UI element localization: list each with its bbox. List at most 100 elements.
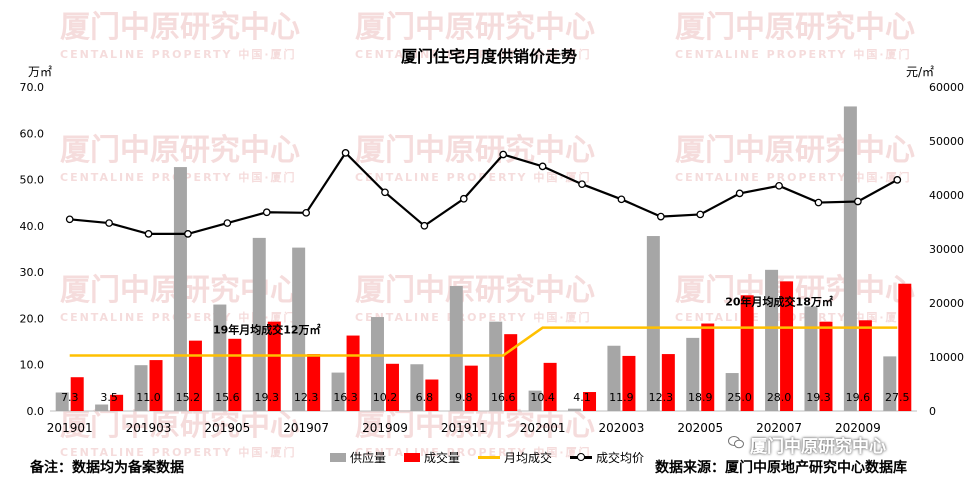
footnote-right: 数据来源：厦门中原地产研究中心数据库: [655, 460, 907, 476]
x-tick-label: 202007: [756, 421, 802, 435]
x-tick-label: 201907: [283, 421, 329, 435]
chart-title: 厦门住宅月度供销价走势: [401, 47, 577, 66]
sales-data-label: 11.9: [609, 391, 634, 404]
sales-data-label: 15.2: [176, 391, 201, 404]
sales-data-label: 3.5: [100, 391, 118, 404]
avg-price-point: [735, 189, 744, 198]
x-tick-label: 201905: [204, 421, 250, 435]
supply-bar: [331, 372, 345, 411]
sales-data-label: 4.1: [573, 391, 591, 404]
y-right-tick-label: 10000: [929, 351, 964, 364]
wechat-brand-mark: 厦门中原研究中心: [750, 437, 886, 457]
x-tick-label: 201903: [126, 421, 172, 435]
sales-bar: [267, 321, 281, 411]
wechat-icon: [728, 436, 744, 449]
sales-data-label: 9.8: [455, 391, 473, 404]
y-right-tick-label: 60000: [929, 81, 964, 94]
y-right-tick-label: 20000: [929, 297, 964, 310]
y-right-tick-label: 50000: [929, 135, 964, 148]
supply-bar: [134, 365, 148, 411]
x-tick-label: 202001: [520, 421, 566, 435]
y-left-tick-label: 0.0: [27, 405, 45, 418]
supply-bar: [528, 390, 542, 411]
y-right-tick-label: 0: [929, 405, 936, 418]
sales-data-label: 6.8: [416, 391, 434, 404]
footnote-left: 备注：数据均为备案数据: [30, 460, 184, 476]
avg-price-point: [302, 208, 311, 217]
sales-bar: [898, 283, 912, 411]
sales-bar: [543, 362, 557, 411]
avg-price-point: [578, 180, 586, 189]
avg-price-point: [814, 198, 823, 207]
legend-label: 供应量: [350, 451, 387, 465]
avg-price-point: [184, 230, 192, 238]
legend-item-monthly-avg: 月均成交: [478, 449, 552, 466]
sales-bar: [819, 321, 833, 411]
sales-data-label: 16.3: [333, 391, 358, 404]
y-left-unit: 万㎡: [28, 65, 52, 79]
legend-label: 成交量: [424, 451, 461, 465]
sales-bar: [228, 338, 242, 411]
avg-price-point: [499, 150, 508, 159]
y-left-tick-label: 50.0: [20, 174, 45, 187]
y-left-tick-label: 30.0: [20, 266, 45, 279]
supply-bar: [883, 356, 897, 411]
sales-data-label: 15.6: [215, 391, 240, 404]
avg-price-point: [617, 195, 626, 204]
supply-bar: [213, 304, 227, 411]
avg-price-point: [459, 194, 468, 203]
y-left-tick-label: 40.0: [20, 220, 45, 233]
legend-swatch: [404, 453, 421, 462]
supply-bar: [646, 236, 660, 411]
avg-price-point: [341, 149, 350, 157]
legend-item-supply: 供应量: [330, 449, 386, 466]
avg-annotation: 19年月均成交12万㎡: [213, 322, 321, 336]
sales-data-label: 19.6: [846, 391, 871, 404]
supply-bar: [370, 317, 384, 411]
supply-bar: [449, 286, 463, 411]
x-tick-label: 202009: [835, 421, 881, 435]
sales-data-label: 19.3: [255, 391, 280, 404]
supply-bar: [843, 106, 857, 411]
sales-data-label: 12.3: [649, 391, 674, 404]
sales-data-label: 12.3: [294, 391, 319, 404]
avg-price-point: [262, 208, 271, 217]
sales-bar: [661, 354, 675, 411]
y-left-tick-label: 20.0: [20, 312, 45, 325]
legend: 供应量 成交量 月均成交 成交均价: [330, 449, 644, 466]
sales-bar: [780, 281, 794, 411]
sales-bar: [110, 394, 124, 411]
sales-bar: [622, 355, 636, 411]
legend-label: 月均成交: [504, 451, 553, 465]
sales-bar: [858, 320, 872, 411]
x-tick-label: 202003: [599, 421, 645, 435]
monthly-avg-line: [69, 326, 898, 357]
avg-price-point: [854, 197, 862, 206]
supply-bar: [607, 345, 621, 411]
sales-bar: [701, 323, 715, 411]
legend-label: 成交均价: [596, 451, 645, 465]
supply-bar: [568, 408, 582, 411]
sales-data-label: 25.0: [727, 391, 752, 404]
legend-swatch: [330, 453, 346, 462]
x-tick-label: 201901: [47, 421, 93, 435]
y-right-unit: 元/㎡: [906, 65, 934, 79]
sales-bar: [70, 377, 84, 411]
supply-bar: [95, 404, 109, 411]
avg-price-point: [223, 219, 232, 227]
sales-data-label: 19.3: [806, 391, 831, 404]
sales-data-label: 10.2: [373, 391, 398, 404]
avg-price-point: [381, 188, 389, 197]
x-tick-label: 201911: [441, 421, 487, 435]
y-left-tick-label: 60.0: [20, 127, 45, 140]
sales-bar: [307, 354, 321, 411]
supply-bar: [252, 237, 266, 411]
y-right-tick-label: 40000: [929, 189, 964, 202]
avg-price-point: [696, 210, 705, 219]
x-tick-label: 201909: [362, 421, 408, 435]
supply-bar: [489, 321, 503, 411]
legend-item-avg-price: 成交均价: [570, 449, 644, 466]
y-left-tick-label: 10.0: [20, 359, 45, 372]
avg-price-point: [144, 230, 153, 238]
avg-price-point: [65, 215, 74, 224]
